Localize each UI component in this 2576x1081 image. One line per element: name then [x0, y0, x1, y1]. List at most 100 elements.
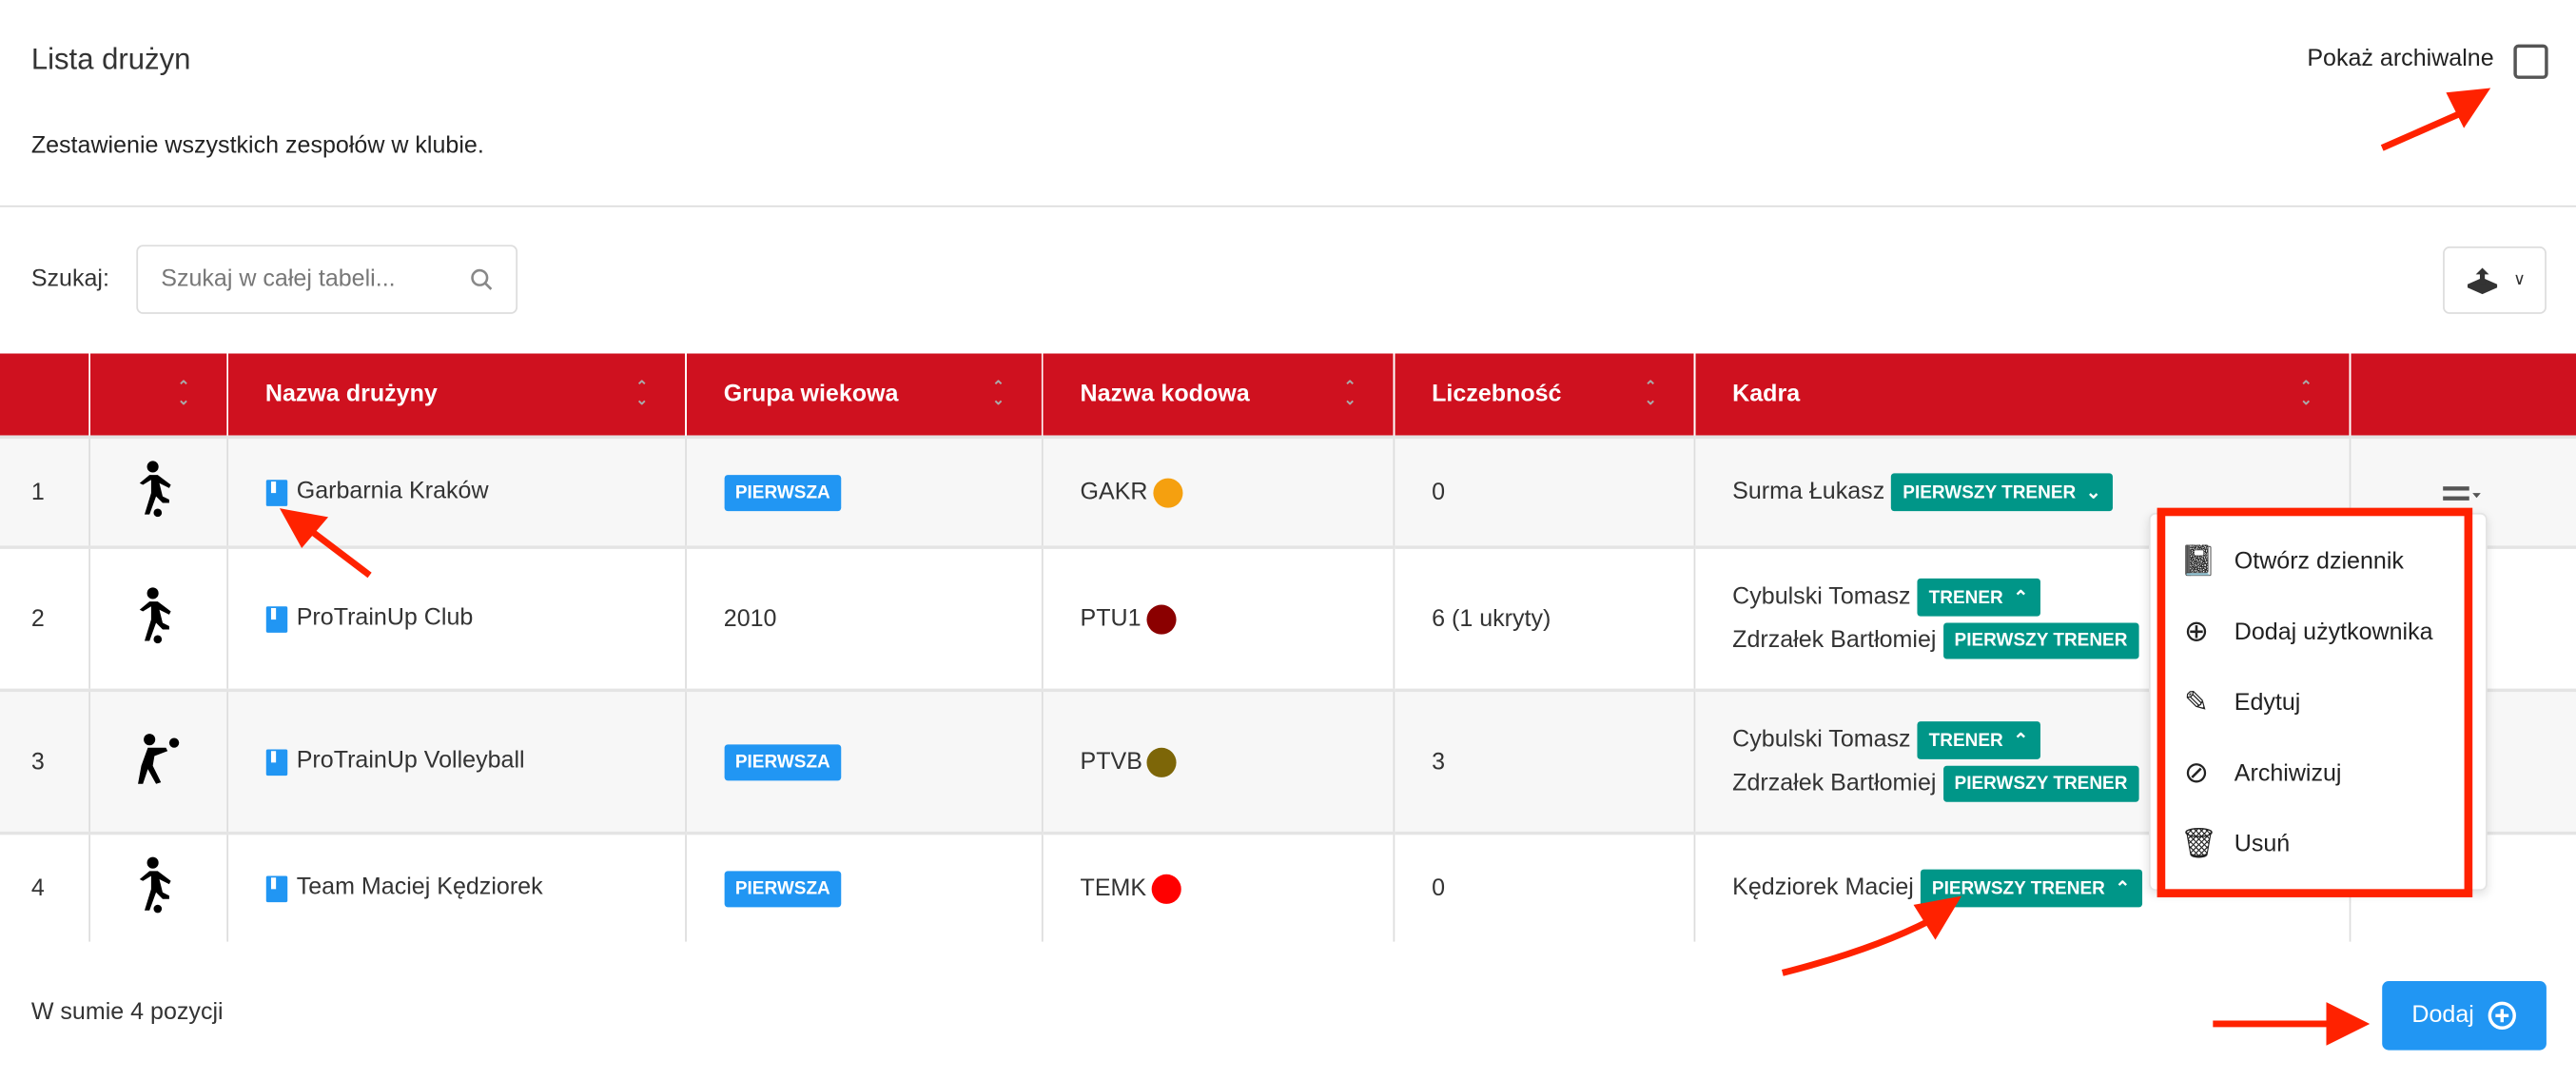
staff-name: Cybulski Tomasz — [1732, 583, 1911, 611]
row-number: 3 — [0, 688, 89, 834]
sort-icon[interactable]: ⌃ ⌄ — [1343, 378, 1356, 408]
menu-item[interactable]: ✎ Edytuj — [2151, 667, 2486, 737]
code-cell: PTU1 — [1041, 545, 1394, 691]
team-color-dot — [1152, 477, 1182, 507]
journal-book-icon[interactable] — [264, 875, 287, 902]
journal-book-icon[interactable] — [264, 479, 287, 506]
column-header[interactable]: ⌃ ⌄ — [88, 353, 227, 438]
search-placeholder: Szukaj w całej tabeli... — [161, 265, 396, 293]
team-name-cell: Team Maciej Kędziorek — [225, 831, 686, 942]
team-code: PTU1 — [1080, 605, 1142, 632]
journal-book-icon[interactable] — [264, 748, 287, 776]
chevron-icon: ⌄ — [2076, 482, 2101, 503]
code-cell: TEMK — [1041, 831, 1394, 942]
search-input[interactable]: Szukaj w całej tabeli... — [136, 245, 518, 314]
row-number: 1 — [0, 435, 89, 548]
staff-name: Zdrzałek Bartłomiej — [1732, 627, 1937, 655]
column-header[interactable]: Nazwa kodowa ⌃ ⌄ — [1041, 353, 1394, 438]
column-header[interactable]: Kadra ⌃ ⌄ — [1692, 353, 2350, 438]
plus-circle-icon: ⊕ — [2184, 614, 2210, 648]
menu-item[interactable]: ⊘ Archiwizuj — [2151, 737, 2486, 808]
team-code: PTVB — [1080, 748, 1142, 776]
annotation-highlight-box — [2156, 507, 2473, 897]
member-count: 3 — [1392, 688, 1694, 834]
team-name[interactable]: Garbarnia Kraków — [296, 479, 489, 505]
row-number: 2 — [0, 545, 89, 691]
staff-name: Cybulski Tomasz — [1732, 726, 1911, 754]
team-color-dot — [1147, 746, 1178, 777]
team-name-cell: ProTrainUp Volleyball — [225, 688, 686, 834]
code-cell: PTVB — [1041, 688, 1394, 834]
role-badge[interactable]: PIERWSZY TRENER — [1942, 622, 2139, 659]
member-count: 0 — [1392, 435, 1694, 548]
column-header — [2348, 353, 2576, 438]
age-group: 2010 — [723, 605, 777, 633]
age-group-badge: PIERWSZA — [723, 474, 842, 511]
search-label: Szukaj: — [30, 265, 109, 293]
staff-member: Zdrzałek Bartłomiej PIERWSZY TRENER — [1732, 765, 2311, 802]
page-subtitle: Zestawienie wszystkich zespołów w klubie… — [30, 132, 484, 160]
sort-icon[interactable]: ⌃ ⌄ — [177, 378, 190, 408]
edit-icon: ✎ — [2184, 685, 2210, 718]
staff-member: Cybulski Tomasz TRENER ⌃ — [1732, 721, 2311, 759]
column-header[interactable]: Liczebność ⌃ ⌄ — [1392, 353, 1694, 438]
team-name[interactable]: Team Maciej Kędziorek — [296, 875, 543, 902]
sort-icon[interactable]: ⌃ ⌄ — [2299, 378, 2313, 408]
code-cell: GAKR — [1041, 435, 1394, 548]
team-code: TEMK — [1080, 875, 1147, 901]
age-group-cell: PIERWSZA — [684, 831, 1042, 942]
row-actions-menu-button[interactable] — [2443, 483, 2492, 515]
team-color-dot — [1151, 873, 1181, 904]
staff-name: Kędziorek Maciej — [1732, 875, 1914, 901]
column-header[interactable]: Grupa wiekowa ⌃ ⌄ — [684, 353, 1042, 438]
member-count: 0 — [1392, 831, 1694, 942]
add-button[interactable]: Dodaj — [2382, 981, 2547, 1051]
age-group-badge: PIERWSZA — [723, 743, 842, 780]
add-label: Dodaj — [2411, 1002, 2474, 1030]
book-icon: 📓 — [2179, 543, 2217, 578]
chevron-icon: ⌃ — [2002, 731, 2029, 752]
role-badge[interactable]: PIERWSZY TRENER ⌄ — [1891, 473, 2113, 512]
export-icon — [2467, 266, 2497, 294]
volleyball-player-icon — [88, 688, 227, 834]
team-name[interactable]: ProTrainUp Club — [296, 605, 474, 632]
list-menu-icon — [2443, 486, 2481, 501]
search-icon — [471, 268, 493, 290]
age-group-cell: PIERWSZA — [684, 688, 1042, 834]
soccer-player-icon — [88, 435, 227, 548]
column-header[interactable]: Nazwa drużyny ⌃ ⌄ — [225, 353, 686, 438]
team-color-dot — [1145, 603, 1176, 634]
soccer-player-icon — [88, 545, 227, 691]
page-title: Lista drużyn — [30, 42, 191, 76]
staff-name: Surma Łukasz — [1732, 479, 1885, 505]
staff-member: Surma Łukasz PIERWSZY TRENER ⌄ — [1732, 473, 2311, 512]
table-row: 4 Team Maciej Kędziorek PIERWSZA TEMK 0 … — [0, 831, 2576, 942]
row-actions-dropdown: 📓 Otwórz dziennik ⊕ Dodaj użytkownika ✎ Edytu… — [2148, 512, 2488, 892]
chevron-icon: ⌃ — [2002, 588, 2029, 609]
role-badge[interactable]: TRENER ⌃ — [1917, 721, 2040, 759]
trash-icon: 🗑 — [2179, 826, 2218, 860]
journal-book-icon[interactable] — [264, 605, 287, 633]
soccer-player-icon — [88, 831, 227, 942]
menu-item[interactable]: 🗑 Usuń — [2179, 826, 2291, 860]
chevron-icon: ⌃ — [2104, 878, 2131, 899]
row-number: 4 — [0, 831, 89, 942]
role-badge[interactable]: TRENER ⌃ — [1917, 578, 2040, 617]
sort-icon[interactable]: ⌃ ⌄ — [1644, 378, 1657, 408]
export-button[interactable]: ∨ — [2443, 246, 2547, 314]
team-code: GAKR — [1080, 479, 1148, 505]
role-badge[interactable]: PIERWSZY TRENER — [1942, 765, 2139, 802]
menu-item[interactable]: ⊕ Dodaj użytkownika — [2151, 597, 2486, 667]
menu-item[interactable]: 📓 Otwórz dziennik — [2179, 543, 2404, 578]
member-count: 6 (1 ukryty) — [1392, 545, 1694, 691]
age-group-cell: PIERWSZA — [684, 435, 1042, 548]
column-header — [0, 353, 89, 438]
staff-name: Zdrzałek Bartłomiej — [1732, 770, 1937, 797]
show-archived-checkbox[interactable] — [2513, 44, 2548, 79]
age-group-cell: 2010 — [684, 545, 1042, 691]
teams-table: ⌃ ⌄ Nazwa drużyny ⌃ ⌄ Grupa wiekowa ⌃ ⌄ Nazwa ko… — [0, 353, 2576, 942]
sort-icon[interactable]: ⌃ ⌄ — [635, 378, 649, 408]
team-name[interactable]: ProTrainUp Volleyball — [296, 748, 525, 776]
sort-icon[interactable]: ⌃ ⌄ — [992, 378, 1005, 408]
